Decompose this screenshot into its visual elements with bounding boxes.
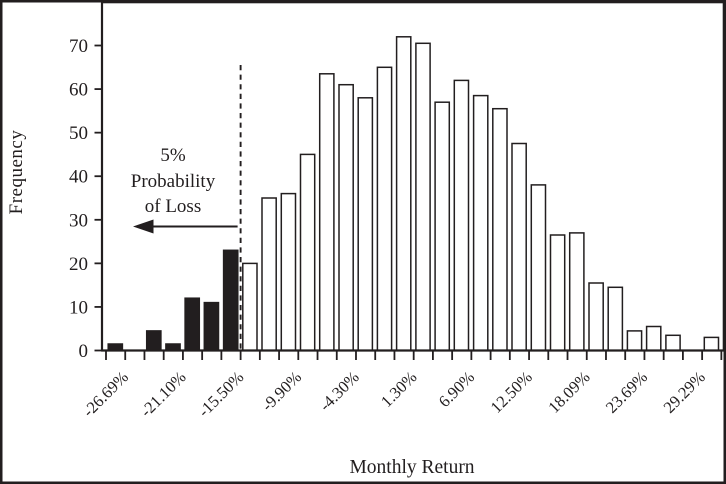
x-tick-label: 18.09% — [544, 367, 594, 417]
annotation-line-1: 5% — [160, 145, 186, 166]
histogram-bar — [318, 73, 335, 352]
y-tick-label: 40 — [69, 167, 88, 188]
histogram-bar-loss — [145, 330, 162, 352]
histogram-bar — [453, 79, 470, 352]
histogram-bar — [434, 101, 451, 352]
x-tick-label: 23.69% — [602, 367, 652, 417]
x-tick-label: 6.90% — [435, 367, 479, 411]
x-tick-label: 29.29% — [660, 367, 710, 417]
x-tick-label: -26.69% — [79, 367, 132, 420]
x-axis-title: Monthly Return — [349, 457, 475, 478]
histogram-bar — [242, 262, 258, 352]
x-tick-label: -4.30% — [315, 367, 363, 415]
histogram-bar-loss — [222, 249, 239, 352]
histogram-bar — [338, 83, 354, 352]
histogram-bar-loss — [203, 301, 220, 352]
histogram-bar — [607, 286, 624, 352]
y-tick-label: 50 — [69, 123, 88, 144]
y-tick-label: 20 — [69, 254, 88, 275]
x-tick-label: -9.90% — [258, 367, 306, 415]
histogram-bar — [376, 66, 393, 352]
histogram-bar — [261, 197, 277, 352]
histogram-bar — [530, 184, 547, 352]
histogram-bar — [549, 234, 566, 352]
histogram-bar — [665, 334, 681, 352]
histogram-bar — [280, 192, 297, 352]
histogram-bar — [568, 232, 585, 352]
histogram-bar — [626, 330, 643, 352]
y-tick-label: 60 — [69, 80, 88, 101]
histogram-bar — [645, 325, 662, 352]
x-tick-label: -15.50% — [194, 367, 247, 420]
x-tick-label: 12.50% — [487, 367, 537, 417]
annotation-line-2: Probability — [130, 170, 216, 192]
x-tick-label: 1.30% — [377, 367, 421, 411]
y-axis-title: Frequency — [6, 129, 27, 215]
y-tick-label: 30 — [69, 210, 88, 231]
y-tick-label: 10 — [69, 297, 88, 318]
histogram-bar — [472, 94, 489, 352]
histogram-bar — [588, 282, 604, 352]
loss-probability-annotation: 5% Probability of Loss — [108, 143, 238, 220]
x-tick-label: -21.10% — [136, 367, 189, 420]
histogram-bar — [511, 142, 527, 352]
histogram-bar — [703, 336, 720, 352]
histogram-bar — [395, 36, 412, 352]
histogram-bar — [415, 42, 431, 352]
histogram-bar — [492, 107, 508, 352]
y-tick-label: 0 — [79, 341, 89, 362]
histogram-bar-loss — [184, 297, 201, 352]
arrow-head-left-icon — [133, 219, 154, 234]
annotation-line-3: of Loss — [144, 196, 202, 217]
y-tick-label: 70 — [69, 36, 88, 57]
histogram-bar — [357, 97, 374, 352]
histogram-bar — [299, 153, 316, 352]
